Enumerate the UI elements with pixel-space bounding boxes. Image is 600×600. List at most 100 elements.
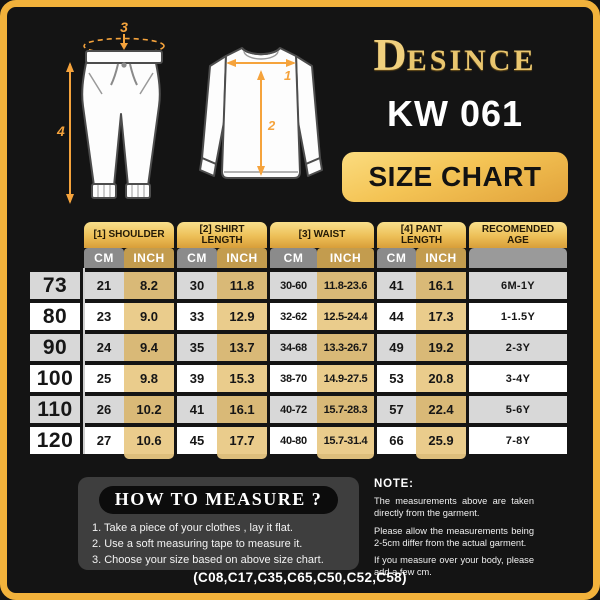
value-cell: 9.4 — [124, 334, 174, 361]
value-cell: 19.2 — [416, 334, 466, 361]
subheader-cm: CM — [270, 248, 317, 268]
age-cell: 2-3Y — [469, 334, 567, 361]
size-cell: 80 — [30, 303, 80, 330]
pant-length-arrow — [66, 62, 74, 204]
pants-waist-arrow-label: 3 — [120, 20, 128, 35]
age-cell: 3-4Y — [469, 365, 567, 392]
value-cell: 10.6 — [124, 427, 174, 454]
subheader-inch: INCH — [124, 248, 174, 268]
value-cell: 9.8 — [124, 365, 174, 392]
value-cell: 41 — [377, 272, 416, 299]
value-cell: 12.5-24.4 — [317, 303, 374, 330]
size-chart-banner: SIZE CHART — [342, 152, 568, 202]
column-header-shoulder: [1] SHOULDER — [84, 222, 174, 248]
value-cell: 15.7-31.4 — [317, 427, 374, 454]
value-cell: 16.1 — [416, 272, 466, 299]
size-cell: 110 — [30, 396, 80, 423]
value-cell: 25 — [84, 365, 124, 392]
table-row: 100 25 9.8 39 15.3 38-70 14.9-27.5 53 20.8 3-4Y — [30, 365, 567, 392]
value-cell: 13.7 — [217, 334, 267, 361]
value-cell: 15.3 — [217, 365, 267, 392]
size-cell: 73 — [30, 272, 80, 299]
waist-measure-arrow — [83, 34, 165, 55]
measure-step: 1. Take a piece of your clothes , lay it… — [92, 522, 293, 534]
brand-block: DESINCE KW 061 SIZE CHART — [342, 32, 568, 202]
value-cell: 17.7 — [217, 427, 267, 454]
table-row: 80 23 9.0 33 12.9 32-62 12.5-24.4 44 17.3 1-1.5Y — [30, 303, 567, 330]
how-to-measure-steps: 1. Take a piece of your clothes , lay it… — [92, 521, 353, 569]
note-paragraph: Please allow the measurements being 2-5c… — [374, 525, 534, 548]
subheader-inch: INCH — [416, 248, 466, 268]
table-rows: 73 21 8.2 30 11.8 30-60 11.8-23.6 41 16.1 6M-1Y 80… — [30, 272, 567, 454]
value-cell: 41 — [177, 396, 217, 423]
value-cell: 21 — [84, 272, 124, 299]
value-cell: 40-72 — [270, 396, 317, 423]
value-cell: 16.1 — [217, 396, 267, 423]
table-row: 110 26 10.2 41 16.1 40-72 15.7-28.3 57 22.4 5-6Y — [30, 396, 567, 423]
table-row: 90 24 9.4 35 13.7 34-68 13.3-26.7 49 19.2 2-3Y — [30, 334, 567, 361]
shirt-length-arrow — [257, 70, 265, 176]
value-cell: 32-62 — [270, 303, 317, 330]
subheader-inch: INCH — [317, 248, 374, 268]
value-cell: 27 — [84, 427, 124, 454]
value-cell: 39 — [177, 365, 217, 392]
how-to-measure-title: HOW TO MEASURE ? — [98, 486, 339, 514]
size-cell: 90 — [30, 334, 80, 361]
pants-drawing — [81, 50, 163, 199]
value-cell: 23 — [84, 303, 124, 330]
subheader-cm: CM — [377, 248, 416, 268]
measure-step: 3. Choose your size based on above size … — [92, 553, 324, 566]
shirt-illustration: 1 2 — [199, 47, 323, 179]
value-cell: 9.0 — [124, 303, 174, 330]
value-cell: 38-70 — [270, 365, 317, 392]
note-title: NOTE: — [374, 478, 414, 490]
value-cell: 11.8-23.6 — [317, 272, 374, 299]
value-cell: 49 — [377, 334, 416, 361]
column-header-pant-length: [4] PANT LENGTH — [377, 222, 466, 248]
value-cell: 45 — [177, 427, 217, 454]
value-cell: 30 — [177, 272, 217, 299]
brand-logo-monogram: D — [373, 29, 407, 80]
table-row: 73 21 8.2 30 11.8 30-60 11.8-23.6 41 16.1 6M-1Y — [30, 272, 567, 299]
pants-illustration: 3 4 — [56, 20, 165, 204]
column-header-waist: [3] WAIST — [270, 222, 374, 248]
inch-column-cap — [217, 454, 267, 459]
column-header-recommended-age: RECOMENDED AGE — [469, 222, 567, 248]
note-block: NOTE: The measurements above are taken d… — [374, 478, 534, 579]
table-divider-line — [83, 268, 85, 454]
age-cell: 5-6Y — [469, 396, 567, 423]
inch-column-cap — [317, 454, 374, 459]
subheader-inch: INCH — [217, 248, 267, 268]
value-cell: 11.8 — [217, 272, 267, 299]
value-cell: 8.2 — [124, 272, 174, 299]
table-header-row: [1] SHOULDER [2] SHIRT LENGTH [3] WAIST … — [30, 222, 567, 248]
note-paragraph: The measurements above are taken directl… — [374, 496, 534, 519]
inch-column-cap — [416, 454, 466, 459]
inch-column-cap — [124, 454, 174, 459]
size-cell: 120 — [30, 427, 80, 454]
value-cell: 24 — [84, 334, 124, 361]
pants-length-arrow-label: 4 — [56, 123, 65, 139]
value-cell: 12.9 — [217, 303, 267, 330]
shoulder-measure-arrow — [226, 59, 296, 67]
shirt-shoulder-arrow-label: 1 — [284, 68, 291, 83]
value-cell: 57 — [377, 396, 416, 423]
size-chart-table: [1] SHOULDER [2] SHIRT LENGTH [3] WAIST … — [30, 222, 567, 460]
age-cell: 6M-1Y — [469, 272, 567, 299]
subheader-cm: CM — [84, 248, 124, 268]
subheader-age-blank — [469, 248, 567, 268]
value-cell: 17.3 — [416, 303, 466, 330]
value-cell: 40-80 — [270, 427, 317, 454]
value-cell: 35 — [177, 334, 217, 361]
age-cell: 7-8Y — [469, 427, 567, 454]
value-cell: 44 — [377, 303, 416, 330]
value-cell: 25.9 — [416, 427, 466, 454]
subheader-cm: CM — [177, 248, 217, 268]
table-subheader-row: CM INCH CM INCH CM INCH CM INCH — [30, 248, 567, 268]
value-cell: 13.3-26.7 — [317, 334, 374, 361]
size-cell: 100 — [30, 365, 80, 392]
table-row: 120 27 10.6 45 17.7 40-80 15.7-31.4 66 25.9 7-8Y — [30, 427, 567, 454]
value-cell: 30-60 — [270, 272, 317, 299]
product-code: KW 061 — [386, 93, 524, 134]
